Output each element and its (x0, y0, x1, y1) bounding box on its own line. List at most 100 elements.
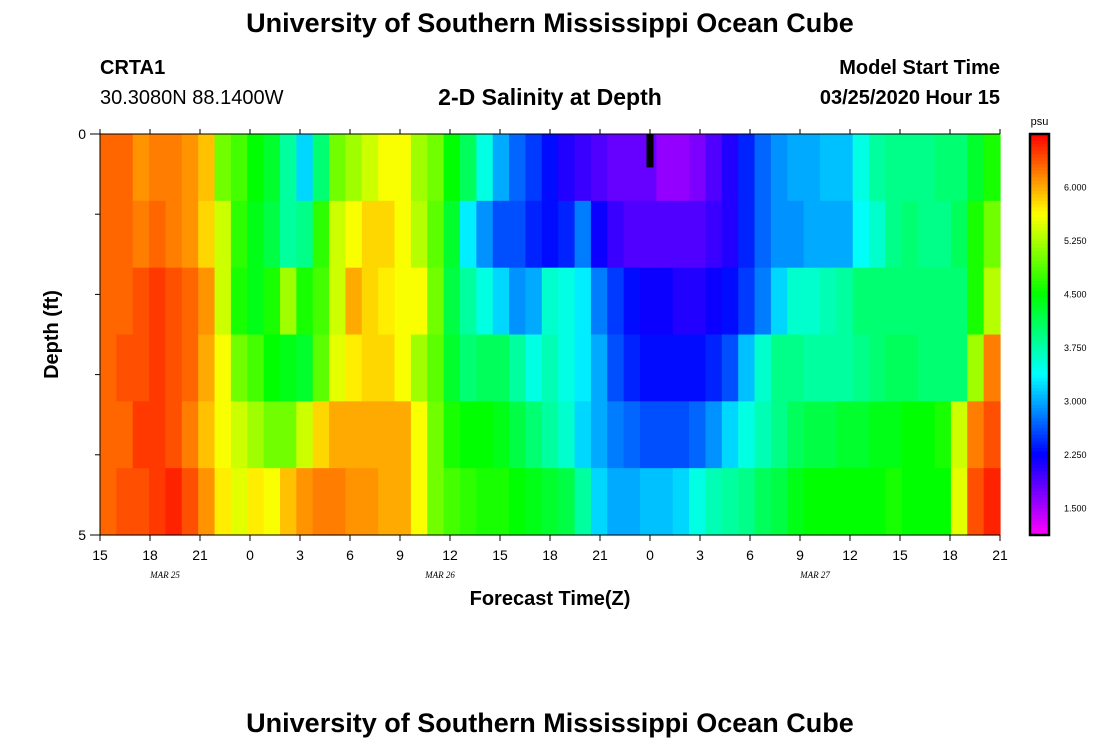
heatmap-cell (590, 401, 608, 469)
heatmap-cell (689, 134, 707, 202)
heatmap-cell (672, 468, 690, 536)
heatmap-cell (492, 468, 510, 536)
colorbar-segment (1030, 307, 1049, 312)
heatmap-cell (623, 200, 641, 269)
heatmap-cell (967, 401, 985, 469)
heatmap-cell (885, 267, 903, 336)
colorbar-segment (1030, 374, 1049, 379)
heatmap-cell (721, 200, 739, 269)
colorbar-segment (1030, 494, 1049, 499)
heatmap-cell (590, 134, 608, 202)
heatmap-cell (705, 267, 723, 336)
heatmap-cell (803, 468, 821, 536)
heatmap-cell (950, 267, 968, 336)
colorbar-segment (1030, 461, 1049, 466)
colorbar-segment (1030, 214, 1049, 219)
colorbar-tick-label: 1.500 (1064, 503, 1087, 513)
heatmap-cell (869, 401, 887, 469)
colorbar-tick-label: 4.500 (1064, 289, 1087, 299)
heatmap-cell (361, 468, 379, 536)
heatmap-cell (247, 200, 265, 269)
heatmap-cell (149, 267, 167, 336)
colorbar-segment (1030, 524, 1049, 529)
heatmap-cell (640, 267, 657, 336)
colorbar-segment (1030, 147, 1049, 152)
heatmap-cell (345, 468, 363, 536)
colorbar-segment (1030, 401, 1049, 406)
x-tick-label: 18 (542, 547, 558, 563)
heatmap-cell (967, 134, 985, 202)
heatmap-cell (100, 334, 117, 402)
heatmap-cell (296, 334, 314, 402)
heatmap-cell (247, 134, 265, 202)
colorbar-segment (1030, 344, 1049, 349)
heatmap-cell (525, 401, 543, 469)
heatmap-cell (509, 334, 527, 402)
x-tick-label: 0 (246, 547, 254, 563)
colorbar-segment (1030, 257, 1049, 262)
heatmap-cell (476, 334, 494, 402)
heatmap-cell (672, 200, 690, 269)
heatmap-cell (918, 468, 936, 536)
heatmap-cell (803, 200, 821, 269)
heatmap-cell (410, 468, 428, 536)
station-coords: 30.3080N 88.1400W (100, 87, 284, 109)
colorbar-segment (1030, 210, 1049, 215)
colorbar-segment (1030, 341, 1049, 346)
heatmap-cell (410, 401, 428, 469)
heatmap-cell (394, 267, 412, 336)
heatmap-cell (476, 134, 494, 202)
heatmap-cell (378, 267, 396, 336)
x-tick-label: 9 (796, 547, 804, 563)
colorbar-segment (1030, 254, 1049, 259)
colorbar-segment (1030, 187, 1049, 192)
heatmap-cell (100, 134, 117, 202)
heatmap-cell (738, 134, 756, 202)
heatmap-cell (509, 468, 527, 536)
heatmap-cell (672, 267, 690, 336)
heatmap-cell (329, 334, 347, 402)
heatmap-cell (770, 334, 788, 402)
heatmap-cell (738, 468, 756, 536)
heatmap-cell (705, 401, 723, 469)
colorbar-segment (1030, 408, 1049, 412)
colorbar-segment (1030, 301, 1049, 306)
heatmap-cell (247, 468, 265, 536)
heatmap-cell (345, 134, 363, 202)
heatmap-cell (590, 200, 608, 269)
heatmap-cell (525, 200, 543, 269)
colorbar-segment (1030, 528, 1049, 533)
colorbar-segment (1030, 531, 1049, 536)
heatmap-cell (427, 468, 445, 536)
colorbar-segment (1030, 207, 1049, 212)
colorbar-segment (1030, 518, 1049, 523)
heatmap-cell (541, 401, 559, 469)
heatmap-cell (787, 134, 805, 202)
heatmap-cell (116, 200, 134, 269)
heatmap-cell (820, 200, 837, 269)
colorbar-segment (1030, 170, 1049, 175)
colorbar-segment (1030, 334, 1049, 339)
heatmap-cell (410, 134, 428, 202)
colorbar-segment (1030, 184, 1049, 189)
heatmap-cell (607, 401, 625, 469)
heatmap-cell (410, 267, 428, 336)
heatmap-cell (132, 134, 150, 202)
colorbar-segment (1030, 411, 1049, 416)
heatmap-cell (509, 401, 527, 469)
colorbar-segment (1030, 418, 1049, 422)
heatmap-cell (263, 401, 281, 469)
heatmap-cell (443, 334, 461, 402)
heatmap-cell (541, 267, 559, 336)
heatmap-cell (198, 401, 216, 469)
colorbar-segment (1030, 464, 1049, 469)
colorbar-segment (1030, 284, 1049, 289)
heatmap-cell (640, 468, 657, 536)
x-tick-label: 15 (492, 547, 508, 563)
heatmap-cell (394, 401, 412, 469)
heatmap-cell (574, 134, 592, 202)
colorbar-segment (1030, 397, 1049, 402)
colorbar-segment (1030, 174, 1049, 179)
heatmap-cell (296, 468, 314, 536)
heatmap-cell (852, 334, 870, 402)
